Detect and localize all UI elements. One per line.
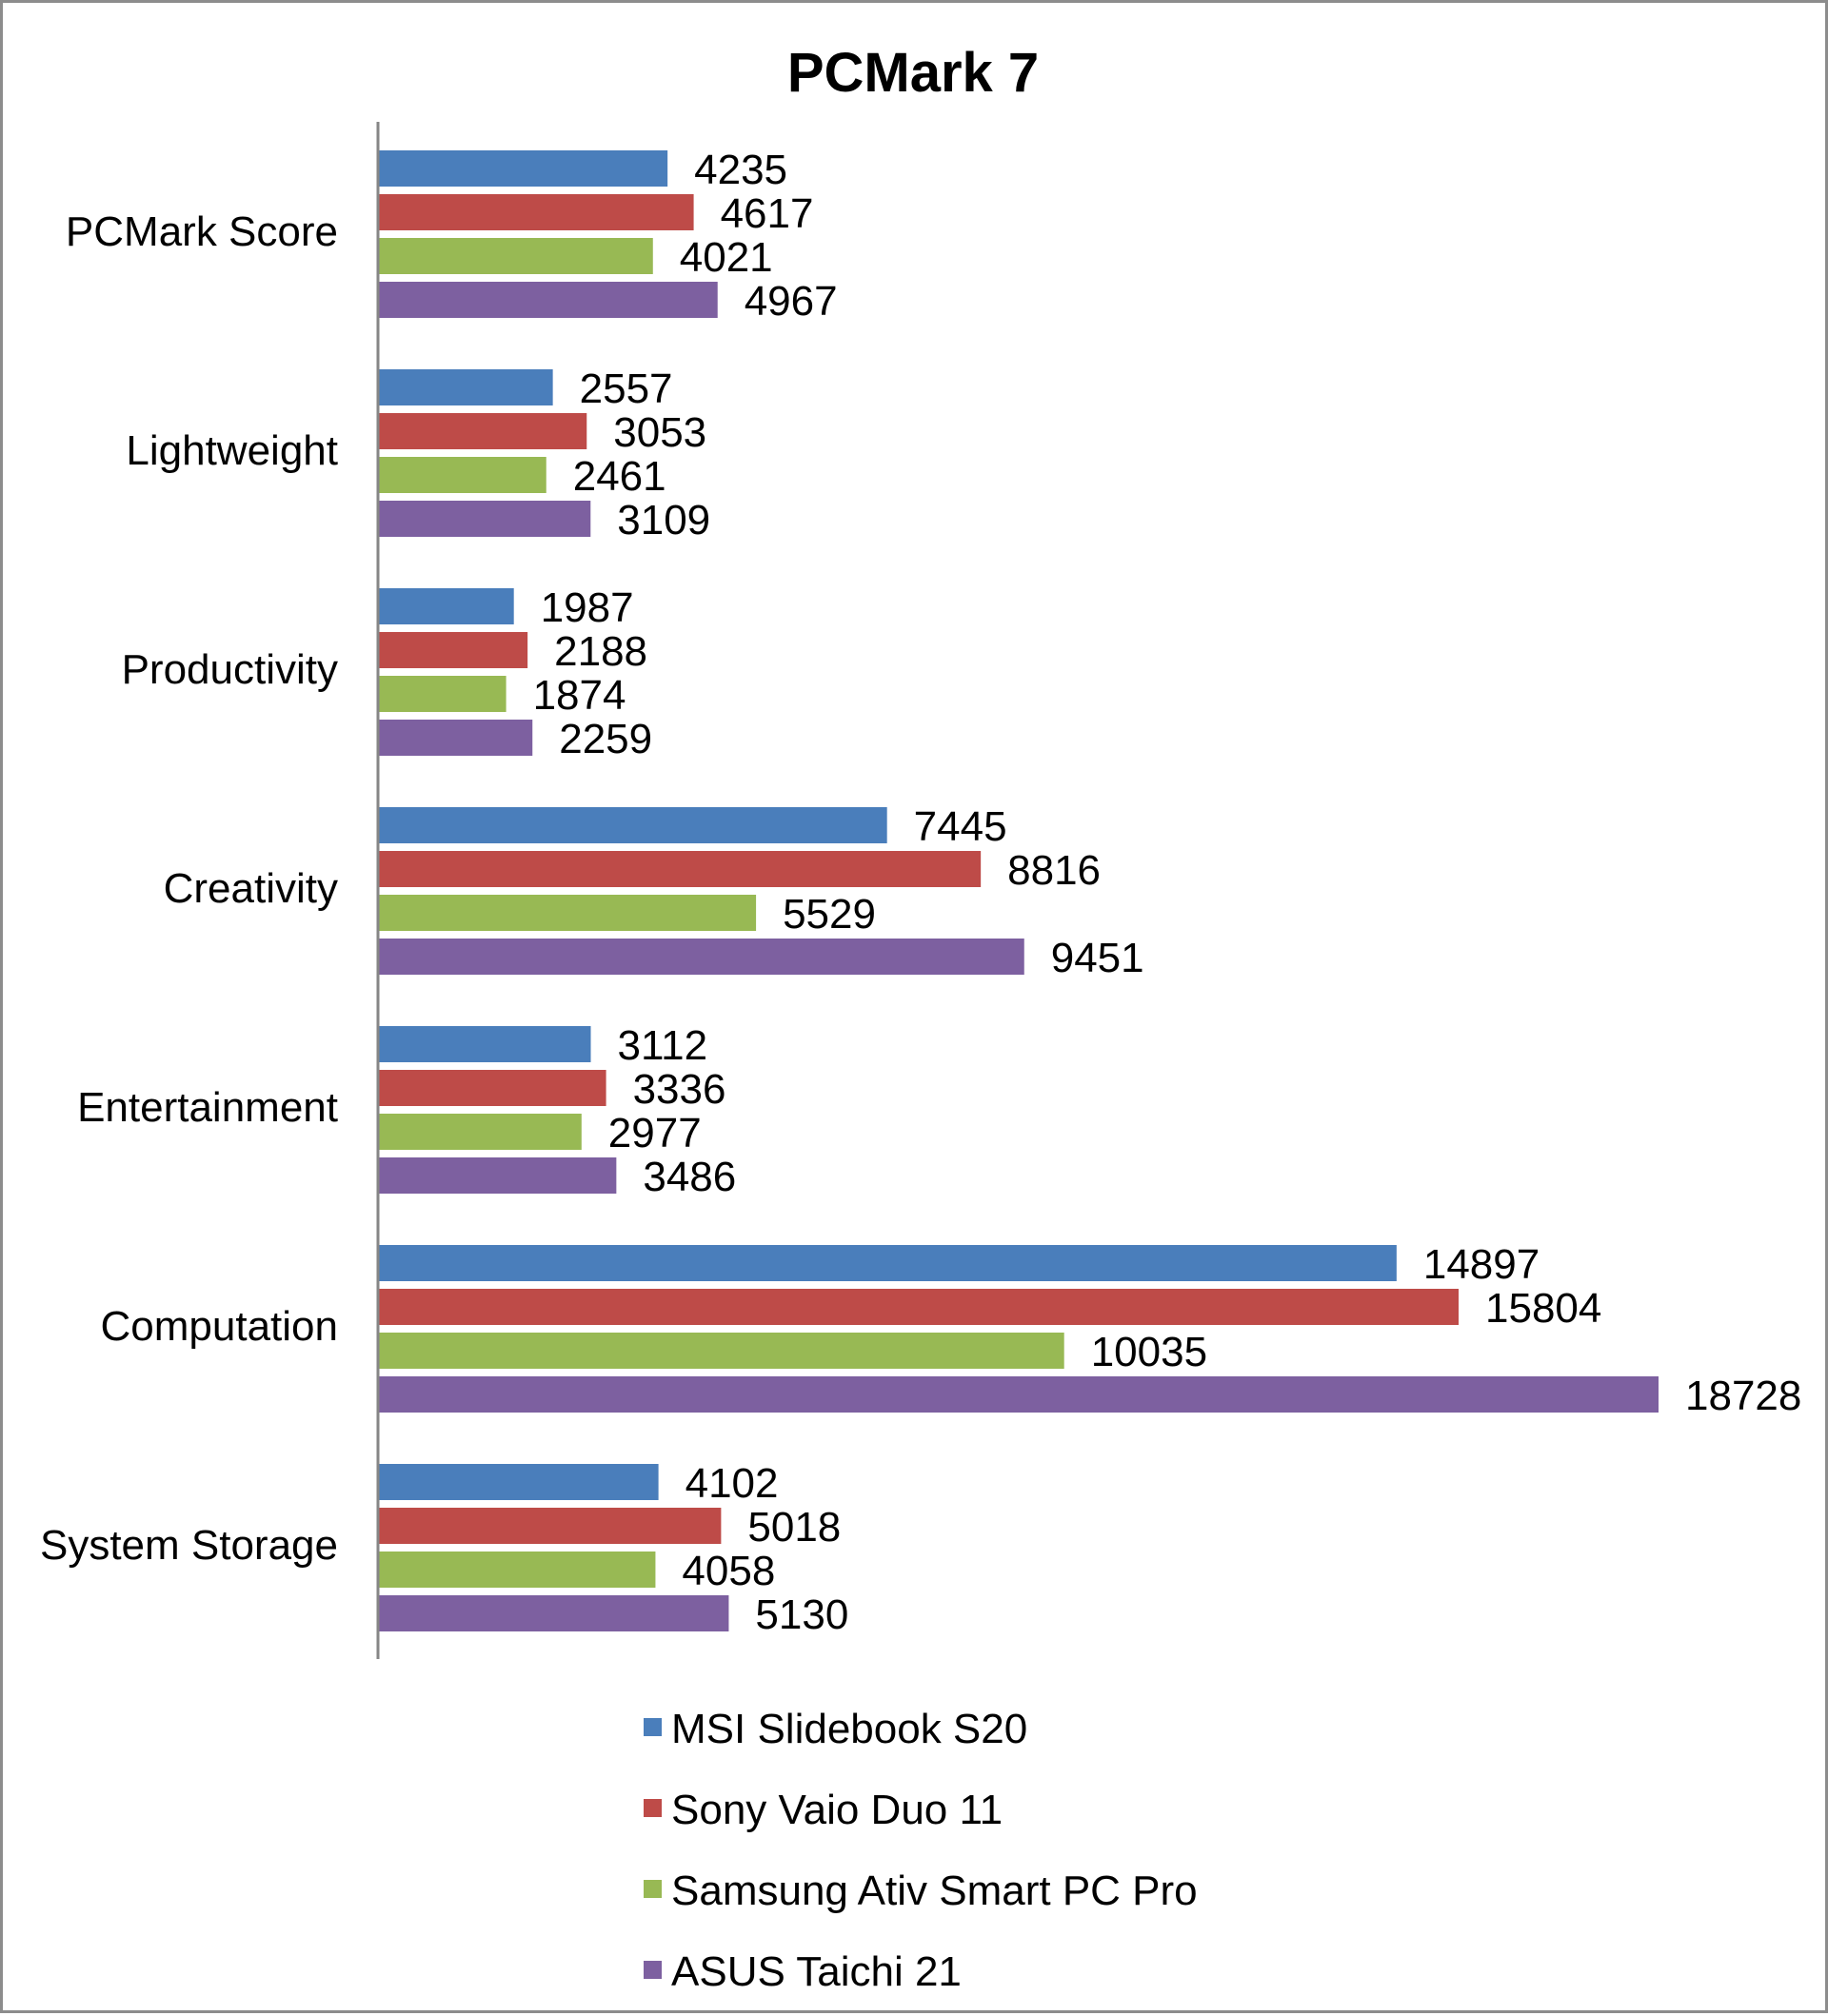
bar-productivity-sony-vaio-duo-11 bbox=[378, 632, 528, 668]
data-label-computation-msi-slidebook-s20: 14897 bbox=[1423, 1241, 1540, 1288]
bar-pcmark-score-msi-slidebook-s20 bbox=[378, 150, 668, 187]
bar-creativity-samsung-ativ-smart-pc-pro bbox=[378, 895, 757, 931]
bar-system-storage-msi-slidebook-s20 bbox=[378, 1464, 659, 1500]
bar-computation-sony-vaio-duo-11 bbox=[378, 1289, 1460, 1325]
bar-pcmark-score-asus-taichi-21 bbox=[378, 282, 718, 318]
bar-creativity-sony-vaio-duo-11 bbox=[378, 851, 982, 887]
legend-label-msi-slidebook-s20: MSI Slidebook S20 bbox=[671, 1706, 1027, 1752]
bar-computation-msi-slidebook-s20 bbox=[378, 1245, 1397, 1281]
bar-computation-samsung-ativ-smart-pc-pro bbox=[378, 1333, 1064, 1369]
data-label-system-storage-msi-slidebook-s20: 4102 bbox=[686, 1460, 779, 1507]
data-label-lightweight-samsung-ativ-smart-pc-pro: 2461 bbox=[573, 453, 666, 500]
category-label-creativity: Creativity bbox=[164, 865, 338, 912]
data-label-productivity-msi-slidebook-s20: 1987 bbox=[541, 584, 634, 631]
bar-entertainment-msi-slidebook-s20 bbox=[378, 1026, 591, 1062]
category-label-lightweight: Lightweight bbox=[126, 427, 338, 474]
data-label-system-storage-sony-vaio-duo-11: 5018 bbox=[747, 1504, 841, 1551]
chart-title: PCMark 7 bbox=[787, 42, 1039, 104]
legend-label-sony-vaio-duo-11: Sony Vaio Duo 11 bbox=[671, 1787, 1003, 1833]
data-label-lightweight-sony-vaio-duo-11: 3053 bbox=[613, 409, 706, 456]
bar-lightweight-sony-vaio-duo-11 bbox=[378, 413, 587, 449]
data-label-creativity-asus-taichi-21: 9451 bbox=[1051, 935, 1144, 981]
data-label-pcmark-score-samsung-ativ-smart-pc-pro: 4021 bbox=[680, 234, 773, 281]
bar-computation-asus-taichi-21 bbox=[378, 1376, 1659, 1413]
data-label-entertainment-msi-slidebook-s20: 3112 bbox=[617, 1022, 707, 1069]
bars-layer bbox=[378, 150, 1659, 1631]
category-label-productivity: Productivity bbox=[122, 646, 338, 693]
data-label-entertainment-sony-vaio-duo-11: 3336 bbox=[633, 1066, 726, 1113]
data-label-creativity-samsung-ativ-smart-pc-pro: 5529 bbox=[783, 891, 876, 938]
data-label-pcmark-score-msi-slidebook-s20: 4235 bbox=[694, 147, 787, 193]
category-label-computation: Computation bbox=[101, 1303, 338, 1350]
bar-entertainment-asus-taichi-21 bbox=[378, 1157, 617, 1194]
category-labels: PCMark Score Lightweight Productivity Creat… bbox=[40, 208, 338, 1569]
bar-lightweight-asus-taichi-21 bbox=[378, 501, 591, 537]
legend-swatch-sony-vaio-duo-11 bbox=[644, 1799, 662, 1817]
bar-productivity-samsung-ativ-smart-pc-pro bbox=[378, 676, 507, 712]
category-label-pcmark-score: PCMark Score bbox=[66, 208, 338, 255]
data-label-creativity-msi-slidebook-s20: 7445 bbox=[914, 803, 1007, 850]
category-label-system-storage: System Storage bbox=[40, 1522, 338, 1569]
bar-lightweight-msi-slidebook-s20 bbox=[378, 369, 553, 405]
bar-system-storage-sony-vaio-duo-11 bbox=[378, 1508, 722, 1544]
data-label-computation-sony-vaio-duo-11: 15804 bbox=[1485, 1285, 1601, 1332]
bar-productivity-msi-slidebook-s20 bbox=[378, 588, 514, 624]
bar-system-storage-asus-taichi-21 bbox=[378, 1595, 729, 1631]
bar-chart: PCMark 7 PCMark Score Lightweight Producti… bbox=[40, 42, 1802, 1995]
data-label-pcmark-score-asus-taichi-21: 4967 bbox=[745, 278, 838, 325]
legend-label-asus-taichi-21: ASUS Taichi 21 bbox=[671, 1948, 962, 1995]
data-label-lightweight-asus-taichi-21: 3109 bbox=[617, 497, 710, 544]
bar-productivity-asus-taichi-21 bbox=[378, 720, 533, 756]
legend-swatch-samsung-ativ-smart-pc-pro bbox=[644, 1880, 662, 1898]
data-label-productivity-sony-vaio-duo-11: 2188 bbox=[554, 628, 647, 675]
data-label-productivity-samsung-ativ-smart-pc-pro: 1874 bbox=[533, 672, 626, 719]
data-label-entertainment-samsung-ativ-smart-pc-pro: 2977 bbox=[608, 1110, 702, 1156]
bar-system-storage-samsung-ativ-smart-pc-pro bbox=[378, 1552, 656, 1588]
legend-swatch-asus-taichi-21 bbox=[644, 1961, 662, 1979]
legend-label-samsung-ativ-smart-pc-pro: Samsung Ativ Smart PC Pro bbox=[671, 1868, 1198, 1914]
data-label-creativity-sony-vaio-duo-11: 8816 bbox=[1007, 847, 1101, 894]
bar-creativity-msi-slidebook-s20 bbox=[378, 807, 887, 843]
data-label-productivity-asus-taichi-21: 2259 bbox=[559, 716, 652, 762]
data-label-pcmark-score-sony-vaio-duo-11: 4617 bbox=[721, 190, 814, 237]
category-label-entertainment: Entertainment bbox=[77, 1084, 338, 1131]
bar-entertainment-sony-vaio-duo-11 bbox=[378, 1070, 606, 1106]
data-label-computation-asus-taichi-21: 18728 bbox=[1685, 1373, 1801, 1419]
bar-pcmark-score-sony-vaio-duo-11 bbox=[378, 194, 694, 230]
bar-entertainment-samsung-ativ-smart-pc-pro bbox=[378, 1114, 582, 1150]
data-label-lightweight-msi-slidebook-s20: 2557 bbox=[580, 366, 673, 412]
bar-lightweight-samsung-ativ-smart-pc-pro bbox=[378, 457, 546, 493]
data-label-entertainment-asus-taichi-21: 3486 bbox=[643, 1154, 736, 1200]
data-label-system-storage-asus-taichi-21: 5130 bbox=[755, 1591, 848, 1638]
data-label-system-storage-samsung-ativ-smart-pc-pro: 4058 bbox=[682, 1548, 775, 1594]
bar-pcmark-score-samsung-ativ-smart-pc-pro bbox=[378, 238, 653, 274]
legend: MSI Slidebook S20 Sony Vaio Duo 11 Samsung… bbox=[644, 1706, 1198, 1995]
legend-swatch-msi-slidebook-s20 bbox=[644, 1718, 662, 1736]
data-label-computation-samsung-ativ-smart-pc-pro: 10035 bbox=[1091, 1329, 1207, 1375]
bar-creativity-asus-taichi-21 bbox=[378, 939, 1024, 975]
